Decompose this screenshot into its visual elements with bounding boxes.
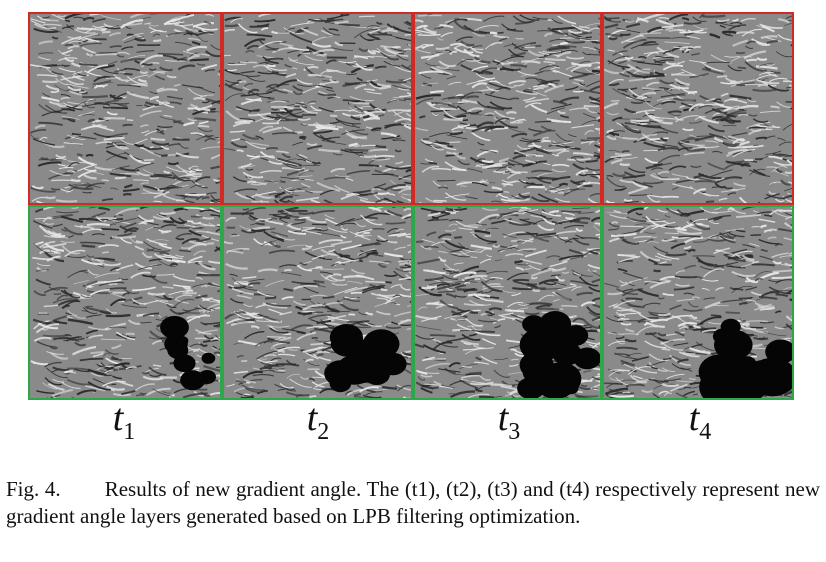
panel-bottom-t4	[602, 205, 794, 400]
panel-top-t4	[602, 12, 794, 205]
texture-image	[604, 207, 792, 398]
texture-image	[30, 207, 220, 398]
texture-image	[224, 14, 411, 203]
panel-top-t1	[28, 12, 222, 205]
texture-image	[415, 14, 600, 203]
panel-top-t2	[222, 12, 413, 205]
column-label-t3: t3	[497, 397, 521, 445]
panel-bottom-t2	[222, 205, 413, 400]
figure-panel-grid	[28, 12, 794, 400]
panel-bottom-t1	[28, 205, 222, 400]
texture-image	[415, 207, 600, 398]
column-label-t4: t4	[688, 397, 712, 445]
panel-top-t3	[413, 12, 602, 205]
texture-image	[224, 207, 411, 398]
panel-bottom-t3	[413, 205, 602, 400]
column-labels: t1 t2 t3 t4	[28, 396, 794, 445]
caption-text: Results of new gradient angle. The (t1),…	[6, 477, 820, 528]
column-label-t2: t2	[306, 397, 330, 445]
texture-image	[604, 14, 792, 203]
figure-caption: Fig. 4. Results of new gradient angle. Th…	[6, 476, 820, 530]
figure-label: Fig. 4.	[6, 477, 61, 501]
texture-image	[30, 14, 220, 203]
column-label-t1: t1	[112, 397, 136, 445]
